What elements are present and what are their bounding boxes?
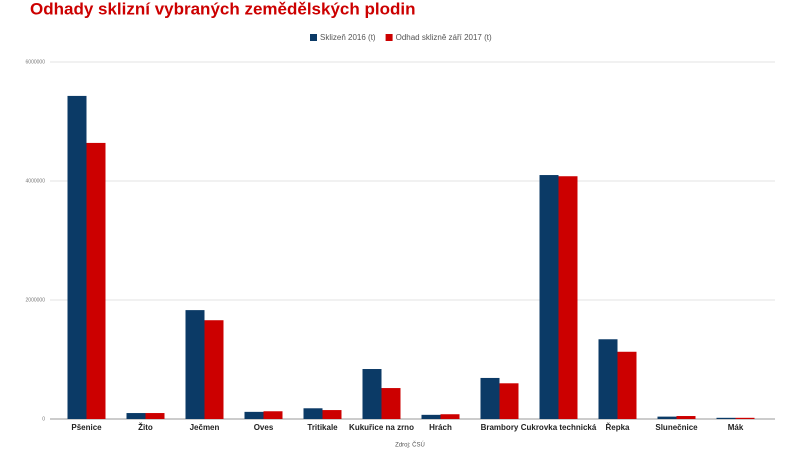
x-tick-label: Ječmen <box>190 423 220 432</box>
legend-label: Sklizeň 2016 (t) <box>320 33 376 42</box>
x-tick-label: Cukrovka technická <box>521 423 597 432</box>
bar <box>421 414 441 419</box>
y-tick-label: 2000000 <box>26 297 46 303</box>
bar <box>617 351 637 419</box>
x-tick-label: Hrách <box>429 423 452 432</box>
bar <box>263 411 283 419</box>
y-tick-label: 0 <box>42 416 45 422</box>
bar <box>558 176 578 419</box>
bar <box>381 388 401 419</box>
bar <box>480 377 500 419</box>
x-tick-label: Tritikale <box>307 423 338 432</box>
x-tick-label: Oves <box>254 423 274 432</box>
x-tick-label: Řepka <box>605 423 630 432</box>
bar <box>716 417 736 419</box>
bar <box>322 410 342 419</box>
bar <box>126 413 146 419</box>
x-tick-label: Kukuřice na zrno <box>349 423 414 432</box>
y-tick-label: 4000000 <box>26 178 46 184</box>
legend-swatch <box>310 34 317 41</box>
x-tick-label: Žito <box>138 423 153 432</box>
chart-title: Odhady sklizní vybraných zemědělských pl… <box>30 0 415 18</box>
x-tick-label: Mák <box>728 423 744 432</box>
y-tick-label: 6000000 <box>26 59 46 65</box>
legend-swatch <box>385 34 393 41</box>
bar <box>67 95 87 419</box>
bar <box>86 142 106 420</box>
bar <box>735 417 755 419</box>
bar <box>539 175 559 419</box>
bar <box>185 310 205 419</box>
x-tick-label: Slunečnice <box>655 423 698 432</box>
bar <box>598 339 618 419</box>
x-tick-label: Brambory <box>481 423 519 432</box>
bar <box>204 320 224 419</box>
legend-label: Odhad sklizně září 2017 (t) <box>396 33 492 42</box>
bar <box>244 411 264 419</box>
bar <box>499 383 519 419</box>
bar <box>362 369 382 419</box>
bar <box>145 413 165 419</box>
bar <box>657 416 677 419</box>
bar <box>676 416 696 419</box>
x-tick-label: Pšenice <box>71 423 102 432</box>
bar <box>440 414 460 419</box>
source: Zdroj: ČSÚ <box>395 442 425 449</box>
bar <box>303 408 323 419</box>
